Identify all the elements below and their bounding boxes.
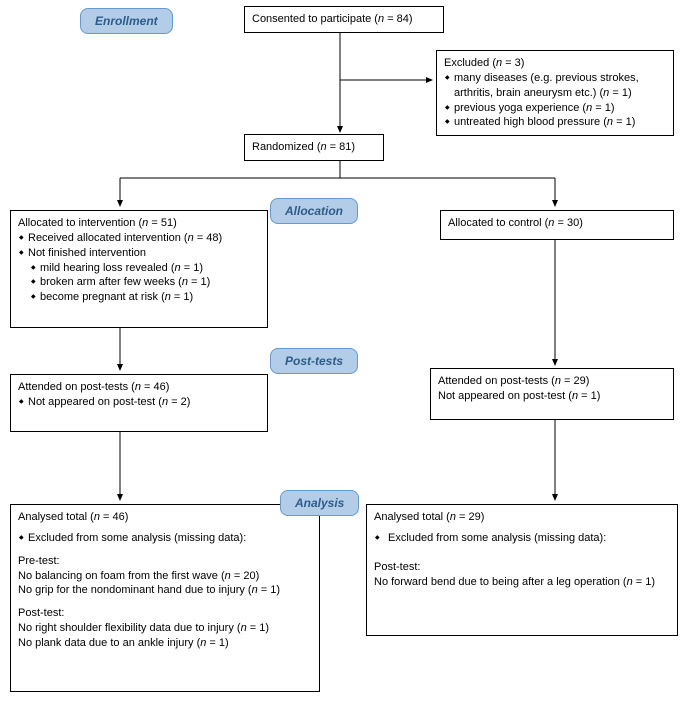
ana-int-pre-1-n: 1 xyxy=(270,584,276,596)
post-int-attended-n: 46 xyxy=(153,381,165,393)
post-int-notappeared-n: 2 xyxy=(181,396,187,408)
box-alloc-intervention: Allocated to intervention (n = 51) Recei… xyxy=(10,210,268,328)
excluded-title: Excluded xyxy=(444,57,489,69)
ana-ctrl-posttest-label: Post-test: xyxy=(374,561,420,573)
post-ctrl-notappeared: Not appeared on post-test xyxy=(438,390,565,402)
ana-int-total: Analysed total xyxy=(18,511,87,523)
excluded-item-2-n: 1 xyxy=(626,116,632,128)
ana-int-excluded-label: Excluded from some analysis (missing dat… xyxy=(28,532,246,544)
box-consented: Consented to participate (n = 84) xyxy=(244,6,444,33)
box-analysis-control: Analysed total (n = 29) Excluded from so… xyxy=(366,504,678,636)
ana-int-pre-0-n: 20 xyxy=(243,570,255,582)
ana-int-pre-1: No grip for the nondominant hand due to … xyxy=(18,584,245,596)
post-ctrl-notappeared-n: 1 xyxy=(591,390,597,402)
stage-allocation-text: Allocation xyxy=(285,204,343,218)
alloc-int-nf-2: become pregnant at risk xyxy=(40,291,158,303)
stage-analysis-text: Analysis xyxy=(295,496,344,510)
post-ctrl-attended-n: 29 xyxy=(573,375,585,387)
stage-enrollment-text: Enrollment xyxy=(95,14,158,28)
box-alloc-control: Allocated to control (n = 30) xyxy=(440,210,674,240)
alloc-int-received: Received allocated intervention xyxy=(28,232,181,244)
excluded-item-0-n: 1 xyxy=(622,87,628,99)
alloc-int-nf-1-n: 1 xyxy=(201,276,207,288)
ana-int-post-1-n: 1 xyxy=(219,637,225,649)
box-post-intervention: Attended on post-tests (n = 46) Not appe… xyxy=(10,374,268,432)
alloc-int-nf-0-n: 1 xyxy=(193,262,199,274)
ana-int-posttest-label: Post-test: xyxy=(18,607,64,619)
randomized-label: Randomized xyxy=(252,141,314,153)
ana-int-post-0: No right shoulder flexibility data due t… xyxy=(18,622,234,634)
box-post-control: Attended on post-tests (n = 29) Not appe… xyxy=(430,368,674,420)
ana-int-post-1: No plank data due to an ankle injury xyxy=(18,637,194,649)
stage-posttests: Post-tests xyxy=(270,348,358,374)
consented-label: Consented to participate xyxy=(252,13,371,25)
ana-ctrl-post-0: No forward bend due to being after a leg… xyxy=(374,576,620,588)
box-randomized: Randomized (n = 81) xyxy=(244,134,384,161)
stage-enrollment: Enrollment xyxy=(80,8,173,34)
alloc-int-nf-1: broken arm after few weeks xyxy=(40,276,175,288)
alloc-ctrl-title: Allocated to control xyxy=(448,217,542,229)
box-analysis-intervention: Analysed total (n = 46) Excluded from so… xyxy=(10,504,320,692)
post-int-notappeared: Not appeared on post-test xyxy=(28,396,155,408)
ana-ctrl-post-0-n: 1 xyxy=(645,576,651,588)
excluded-item-2: untreated high blood pressure xyxy=(454,116,600,128)
excluded-item-1: previous yoga experience xyxy=(454,102,579,114)
ana-int-post-0-n: 1 xyxy=(259,622,265,634)
stage-posttests-text: Post-tests xyxy=(285,354,343,368)
alloc-int-nf-0: mild hearing loss revealed xyxy=(40,262,168,274)
alloc-int-received-n: 48 xyxy=(206,232,218,244)
excluded-item-0: many diseases (e.g. previous strokes, ar… xyxy=(454,72,639,99)
box-excluded: Excluded (n = 3) many diseases (e.g. pre… xyxy=(436,50,674,136)
alloc-int-nf-2-n: 1 xyxy=(183,291,189,303)
ana-ctrl-total-n: 29 xyxy=(469,511,481,523)
ana-int-total-n: 46 xyxy=(113,511,125,523)
alloc-int-n: 51 xyxy=(161,217,173,229)
stage-analysis: Analysis xyxy=(280,490,359,516)
alloc-int-title: Allocated to intervention xyxy=(18,217,135,229)
post-ctrl-attended: Attended on post-tests xyxy=(438,375,548,387)
consented-n: 84 xyxy=(397,13,409,25)
ana-ctrl-total: Analysed total xyxy=(374,511,443,523)
alloc-ctrl-n: 30 xyxy=(567,217,579,229)
alloc-int-notfinished-label: Not finished intervention xyxy=(28,247,146,259)
excluded-n: 3 xyxy=(515,57,521,69)
randomized-n: 81 xyxy=(339,141,351,153)
ana-ctrl-excluded-label: Excluded from some analysis (missing dat… xyxy=(388,532,606,544)
stage-allocation: Allocation xyxy=(270,198,358,224)
excluded-item-1-n: 1 xyxy=(605,102,611,114)
ana-int-pre-0: No balancing on foam from the first wave xyxy=(18,570,218,582)
ana-int-pretest-label: Pre-test: xyxy=(18,555,60,567)
post-int-attended: Attended on post-tests xyxy=(18,381,128,393)
